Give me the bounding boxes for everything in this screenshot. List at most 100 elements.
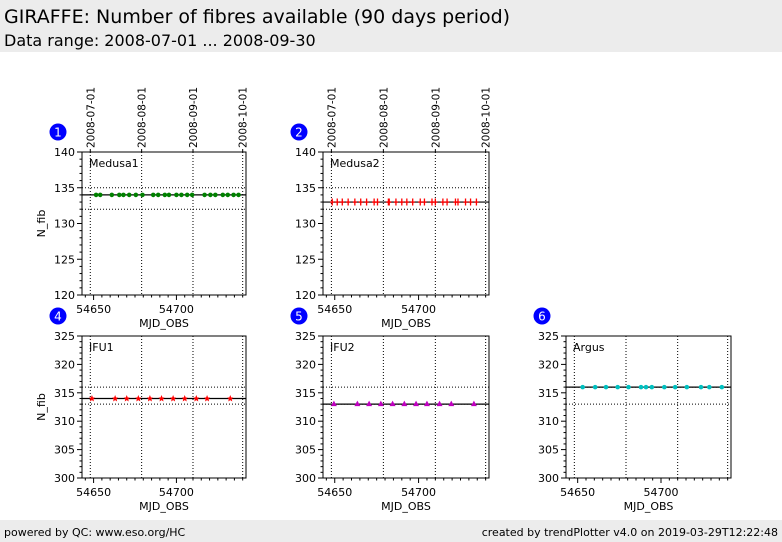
data-point <box>375 198 380 206</box>
data-point <box>615 384 620 390</box>
y-tick-label: 125 <box>54 253 75 266</box>
y-tick-label: 130 <box>54 218 75 231</box>
data-point <box>672 384 678 390</box>
y-tick-label: 320 <box>538 358 559 371</box>
data-point <box>184 192 190 198</box>
y-tick-label: 120 <box>295 289 316 302</box>
data-point <box>358 198 363 206</box>
panel-number-badge <box>290 123 308 141</box>
data-point <box>97 192 103 198</box>
data-point <box>580 384 585 390</box>
data-point <box>626 384 631 390</box>
data-point <box>474 198 479 206</box>
panel-number: 1 <box>54 126 62 140</box>
data-point <box>387 198 392 206</box>
data-point <box>330 198 335 206</box>
date-tick-label: 2008-07-01 <box>326 87 338 148</box>
y-tick-label: 320 <box>54 358 75 371</box>
x-tick-label: 54700 <box>644 486 679 499</box>
y-tick-label: 300 <box>295 472 316 485</box>
data-point <box>401 400 408 407</box>
panel-1: 1 2008-07-01 2008-08-01 2008-09-01 2008-10-0… <box>35 87 250 330</box>
data-point <box>649 384 655 390</box>
data-point <box>181 394 188 402</box>
data-point <box>468 198 473 206</box>
panel-2: 2 2008-07-01 2008-08-01 2008-09-01 2008-10-0… <box>290 87 493 330</box>
y-tick-label: 125 <box>295 253 316 266</box>
data-point <box>330 400 337 407</box>
axes-frame <box>81 335 247 479</box>
x-tick-label: 54650 <box>76 303 111 316</box>
data-point <box>393 198 398 206</box>
panel-number-badge <box>49 123 67 141</box>
data-point <box>140 192 145 198</box>
data-point <box>643 384 649 390</box>
date-tick-label: 2008-09-01 <box>430 87 442 148</box>
data-point <box>433 198 438 206</box>
data-point <box>377 400 384 407</box>
data-point <box>364 198 369 206</box>
data-point <box>155 192 161 198</box>
y-tick-label: 120 <box>54 289 75 302</box>
data-point <box>423 400 430 407</box>
y-tick-label: 300 <box>538 472 559 485</box>
data-point <box>193 394 200 402</box>
date-tick-label: 2008-07-01 <box>85 87 97 148</box>
date-tick-label: 2008-10-01 <box>238 87 250 148</box>
data-point <box>448 400 455 407</box>
x-axis-label: MJD_OBS <box>139 317 189 330</box>
data-point <box>126 192 132 198</box>
footer: powered by QC: www.eso.org/HC created by… <box>0 520 782 542</box>
data-point <box>389 400 396 407</box>
y-tick-label: 315 <box>538 387 559 400</box>
y-tick-label: 140 <box>54 146 75 159</box>
data-point <box>440 198 445 206</box>
data-point <box>372 198 377 206</box>
data-point <box>135 394 142 402</box>
y-axis-label: N_fib <box>35 393 48 421</box>
axes-frame <box>322 335 490 479</box>
x-axis-label: MJD_OBS <box>381 317 431 330</box>
axes-frame <box>81 151 247 296</box>
x-tick-label: 54700 <box>159 486 194 499</box>
data-point <box>88 394 95 402</box>
data-point <box>346 198 351 206</box>
data-point <box>179 192 184 198</box>
date-tick-label: 2008-09-01 <box>188 87 200 148</box>
x-tick-label: 54650 <box>317 486 352 499</box>
data-point <box>112 394 119 402</box>
date-tick-label: 2008-08-01 <box>378 87 390 148</box>
data-point <box>231 192 236 198</box>
data-point <box>150 192 156 198</box>
data-point <box>123 394 130 402</box>
panel-number: 6 <box>538 310 546 324</box>
x-tick-label: 54650 <box>76 486 111 499</box>
panel-number: 2 <box>295 126 303 140</box>
data-point <box>662 384 667 390</box>
y-axis-label: N_fib <box>35 210 48 238</box>
panel-number-badge <box>533 307 551 325</box>
panel-number: 4 <box>54 310 62 324</box>
data-point <box>93 192 99 198</box>
data-point <box>470 400 477 407</box>
data-point <box>158 394 165 402</box>
panel-label: Medusa1 <box>89 157 139 170</box>
x-tick-label: 54700 <box>401 303 436 316</box>
data-point <box>684 384 690 390</box>
panel-label: IFU1 <box>89 341 114 354</box>
data-point <box>170 394 177 402</box>
data-point <box>698 384 704 390</box>
data-point <box>340 198 345 206</box>
data-point <box>719 384 725 390</box>
y-tick-label: 325 <box>538 330 559 343</box>
x-tick-label: 54650 <box>560 486 595 499</box>
data-point <box>116 192 122 198</box>
y-tick-label: 300 <box>54 472 75 485</box>
data-point <box>121 192 126 198</box>
data-point <box>366 400 373 407</box>
data-point <box>436 400 443 407</box>
y-tick-label: 310 <box>54 415 75 428</box>
y-tick-label: 140 <box>295 146 316 159</box>
